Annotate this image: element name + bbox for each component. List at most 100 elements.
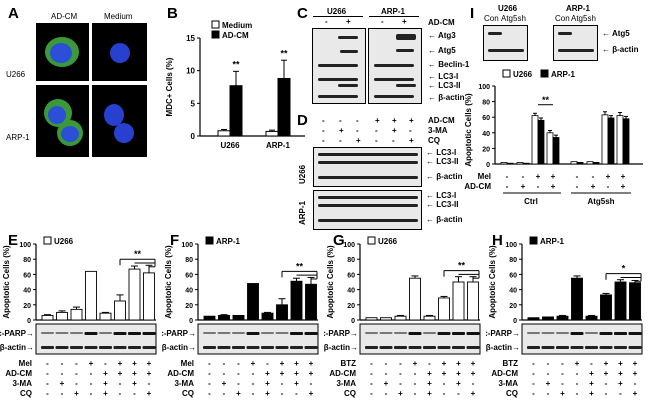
- y-tick-label: 80: [185, 257, 193, 264]
- y-tick-label: 10: [186, 67, 195, 76]
- x-tick-label: U266: [220, 141, 240, 150]
- bar: [409, 277, 421, 321]
- treatment-sign: +: [294, 369, 299, 378]
- blot-band: [304, 332, 318, 335]
- chart-b: 0 5 10 15 MDC+ Cells (%) U266 ARP-1 ** ** MediumA…: [165, 20, 305, 150]
- treatment-sign: +: [618, 359, 623, 368]
- chart-g: 0 20 40 60 80 100 Apoptotic Cells (%) U266 ** c-P…: [324, 236, 481, 398]
- legend-swatch: [205, 236, 214, 245]
- d-sign: -: [322, 136, 325, 145]
- d-row-arp1: ARP-1: [298, 200, 307, 225]
- bar: [467, 281, 479, 321]
- treatment-sign: -: [223, 369, 226, 378]
- treatment-sign: -: [561, 359, 564, 368]
- treatment-sign: -: [119, 389, 122, 398]
- d-sign: -: [322, 126, 325, 135]
- treatment-sign: -: [576, 389, 579, 398]
- legend-label: ARP-1: [216, 237, 241, 246]
- treatment-label: CQ: [344, 389, 356, 398]
- blot-band: [614, 346, 627, 349]
- treatment-sign: -: [522, 172, 525, 181]
- i-band-atg5: ← Atg5: [602, 29, 630, 38]
- blot-cparp: [359, 323, 481, 355]
- y-tick-label: 40: [185, 288, 193, 295]
- treatment-sign: -: [537, 182, 540, 191]
- treatment-sign: -: [532, 369, 535, 378]
- blot-band: [570, 346, 584, 349]
- d-sign: -: [356, 116, 359, 125]
- treatment-sign: +: [591, 182, 596, 191]
- treatment-sign: -: [547, 359, 550, 368]
- bar: [607, 117, 615, 165]
- panel-b-label: B: [167, 5, 178, 22]
- treatment-sign: +: [309, 389, 314, 398]
- d-u266-bactin: ← β-actin: [426, 172, 463, 181]
- treatment-sign: -: [443, 389, 446, 398]
- d-arp1-lc3ii: ← LC3-II: [426, 200, 459, 209]
- treatment-sign: -: [46, 379, 49, 388]
- blot-band: [527, 332, 540, 334]
- blot-band: [84, 332, 98, 335]
- treatment-sign: -: [75, 359, 78, 368]
- y-tick-label: 40: [23, 288, 31, 295]
- treatment-sign: -: [399, 379, 402, 388]
- y-tick-label: 40: [509, 288, 517, 295]
- blot-band: [217, 346, 231, 349]
- legend-label: ARP-1: [551, 70, 576, 79]
- i-blot-u266: [483, 25, 528, 61]
- bar: [546, 132, 554, 165]
- blot-band: [628, 332, 642, 335]
- treatment-sign: +: [132, 379, 137, 388]
- treatment-sign: +: [118, 369, 123, 378]
- treatment-sign: -: [399, 359, 402, 368]
- treatment-sign: -: [547, 389, 550, 398]
- treatment-sign: -: [75, 369, 78, 378]
- treatment-sign: +: [546, 379, 551, 388]
- treatment-sign: +: [265, 389, 270, 398]
- treatment-sign: +: [103, 379, 108, 388]
- treatment-sign: -: [399, 369, 402, 378]
- treatment-label: AD-CM: [491, 369, 518, 378]
- legend-label: ARP-1: [540, 237, 565, 246]
- significance-label: **: [542, 95, 550, 105]
- c-band-lc3i: ← LC3-I: [428, 72, 459, 81]
- row-arp1-label: ARP-1: [6, 133, 30, 142]
- bar: [601, 114, 609, 165]
- treatment-sign: -: [223, 389, 226, 398]
- bactin-label: β-actin→: [324, 343, 358, 352]
- treatment-sign: +: [147, 359, 152, 368]
- bar: [203, 315, 216, 321]
- treatment-sign: +: [536, 172, 541, 181]
- treatment-sign: +: [427, 379, 432, 388]
- treatment-sign: -: [46, 369, 49, 378]
- treatment-sign: +: [265, 369, 270, 378]
- bar: [571, 277, 583, 321]
- y-tick-label: 0: [351, 318, 355, 325]
- treatment-sign: -: [428, 359, 431, 368]
- cparp-label: c-PARP→: [486, 329, 520, 338]
- d-sign: +: [409, 116, 414, 125]
- bar: [552, 137, 560, 165]
- c-sign-1: -: [325, 17, 328, 26]
- significance-label: **: [458, 261, 466, 271]
- blot-band: [232, 346, 245, 349]
- d-sign: -: [375, 126, 378, 135]
- treatment-sign: -: [634, 379, 637, 388]
- treatment-sign: -: [414, 389, 417, 398]
- legend-swatch: [211, 30, 220, 39]
- treatment-sign: +: [132, 369, 137, 378]
- treatment-sign: -: [592, 172, 595, 181]
- i-cell1: U266: [498, 4, 518, 13]
- panel-g-label: G: [333, 232, 345, 249]
- treatment-sign: -: [90, 369, 93, 378]
- y-tick-label: 80: [347, 257, 355, 264]
- d-u266-lc3ii: ← LC3-II: [426, 157, 459, 166]
- treatment-sign: -: [46, 389, 49, 398]
- blot-band: [585, 332, 598, 334]
- treatment-sign: -: [443, 379, 446, 388]
- treatment-sign: -: [295, 389, 298, 398]
- chart-i: 0 20 40 60 80 100 Apoptotic Cells (%) U266 ARP-1…: [464, 69, 643, 206]
- treatment-sign: +: [118, 359, 123, 368]
- panel-f-label: F: [170, 232, 180, 249]
- treatment-sign: +: [606, 172, 611, 181]
